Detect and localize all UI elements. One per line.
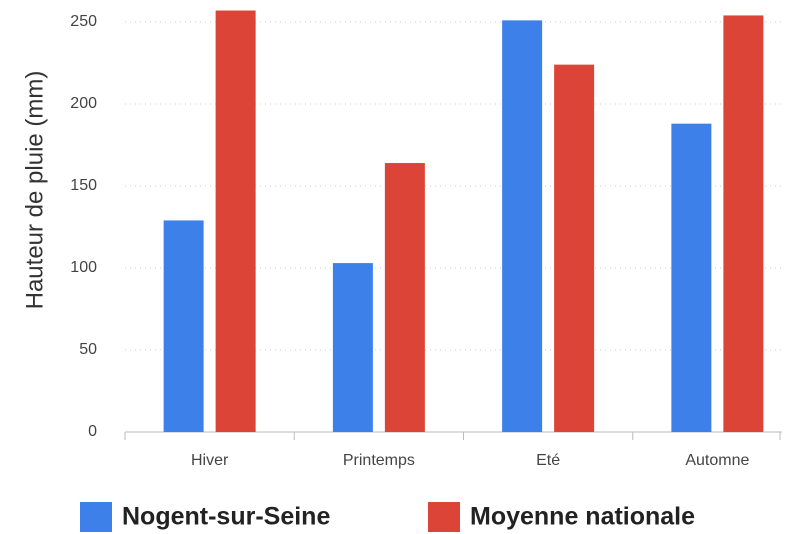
legend-swatch [428, 502, 460, 532]
x-tick-label: Eté [536, 452, 560, 469]
legend-swatch [80, 502, 112, 532]
y-axis-label: Hauteur de pluie (mm) [21, 71, 48, 310]
y-tick-label: 200 [70, 95, 97, 112]
y-tick-label: 50 [79, 341, 97, 358]
bar [384, 163, 425, 433]
y-tick-label: 0 [88, 423, 97, 440]
legend-label: Moyenne nationale [470, 503, 695, 531]
y-tick-label: 250 [70, 13, 97, 30]
bar [332, 263, 373, 432]
bar [163, 220, 204, 432]
x-tick-label: Automne [685, 452, 749, 469]
legend-label: Nogent-sur-Seine [122, 503, 330, 531]
bar [671, 123, 712, 433]
bar [502, 20, 543, 433]
bar [215, 10, 256, 433]
y-tick-label: 150 [70, 177, 97, 194]
bar [554, 64, 595, 432]
x-tick-label: Printemps [343, 452, 415, 469]
x-tick-label: Hiver [191, 452, 229, 469]
y-tick-label: 100 [70, 259, 97, 276]
bar [723, 15, 764, 432]
